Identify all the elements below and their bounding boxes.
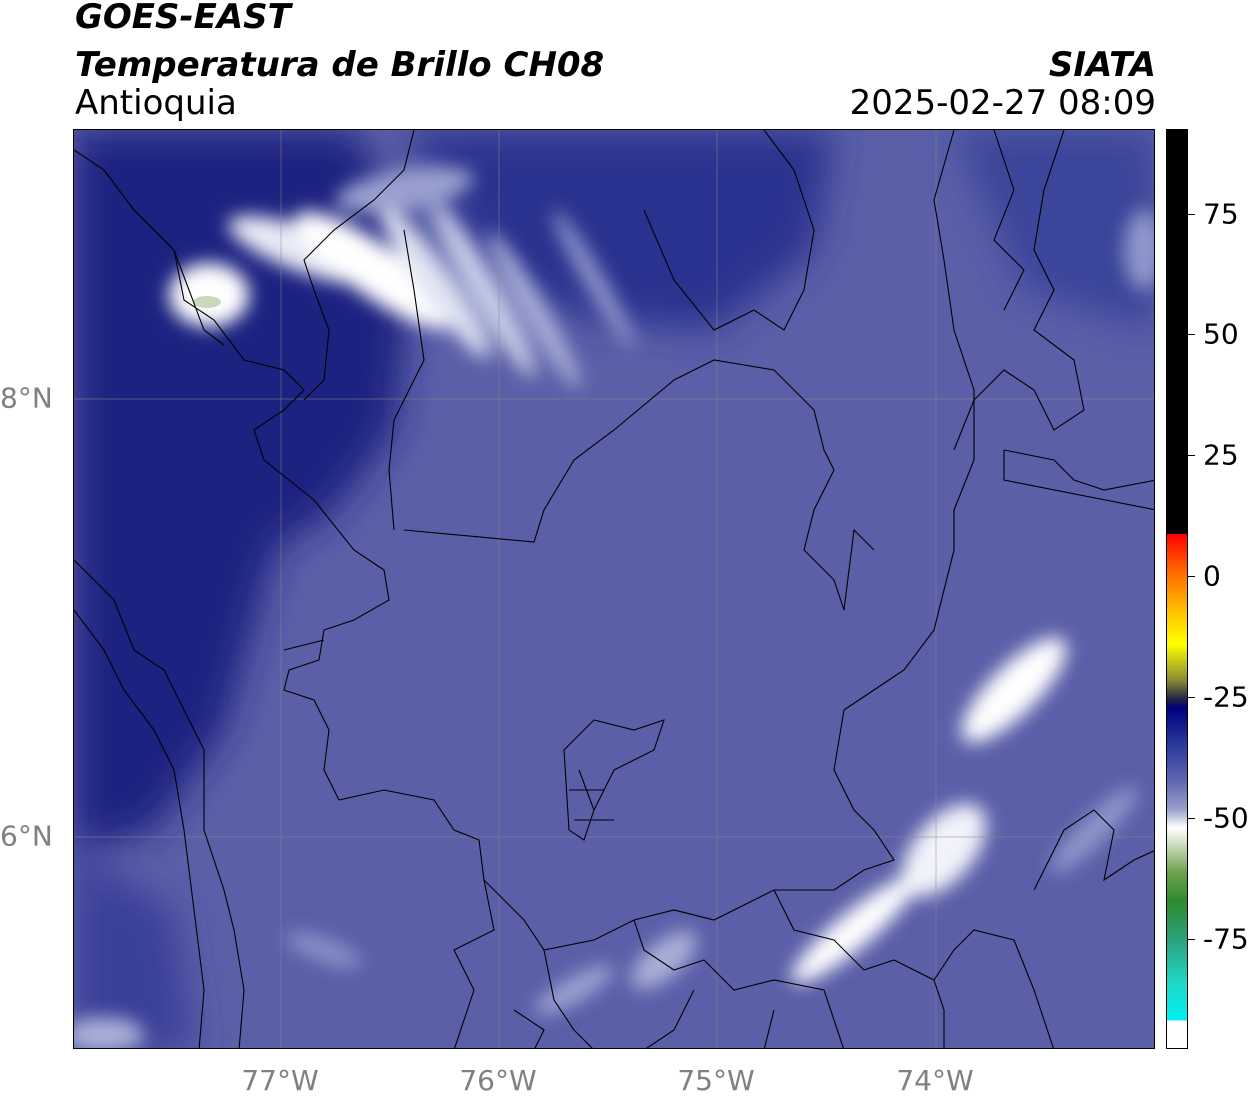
x-tick-77w: 77°W <box>241 1064 319 1097</box>
temperature-map <box>73 129 1155 1049</box>
satellite-title: GOES-EAST <box>75 0 291 37</box>
colorbar-label-minus75: -75 <box>1203 922 1249 956</box>
cold-cloud-top <box>193 296 221 308</box>
y-tick-6n: 6°N <box>0 819 53 853</box>
colorbar-label-0: 0 <box>1203 559 1221 593</box>
y-tick-8n: 8°N <box>0 381 53 415</box>
colorbar-tick-mark <box>1188 939 1195 940</box>
region-label: Antioquia <box>75 83 237 123</box>
colorbar <box>1166 129 1188 1049</box>
colorbar-tick-mark <box>1188 455 1195 456</box>
organization-label: SIATA <box>1048 45 1156 85</box>
x-tick-76w: 76°W <box>459 1064 537 1097</box>
x-tick-75w: 75°W <box>677 1064 755 1097</box>
colorbar-label-minus50: -50 <box>1203 801 1249 835</box>
timestamp-label: 2025-02-27 08:09 <box>849 83 1156 123</box>
colorbar-label-50: 50 <box>1203 317 1239 351</box>
map-canvas <box>74 130 1154 1048</box>
product-title: Temperatura de Brillo CH08 <box>75 45 605 85</box>
colorbar-tick-mark <box>1188 697 1195 698</box>
administrative-boundaries <box>74 130 1154 1048</box>
colorbar-tick-mark <box>1188 334 1195 335</box>
colorbar-label-minus25: -25 <box>1203 680 1249 714</box>
colorbar-label-75: 75 <box>1203 197 1239 231</box>
colorbar-tick-mark <box>1188 818 1195 819</box>
x-tick-74w: 74°W <box>896 1064 974 1097</box>
colorbar-label-25: 25 <box>1203 438 1239 472</box>
cloud-band-southeast <box>74 210 1154 1048</box>
colorbar-tick-mark <box>1188 576 1195 577</box>
colorbar-tick-mark <box>1188 214 1195 215</box>
